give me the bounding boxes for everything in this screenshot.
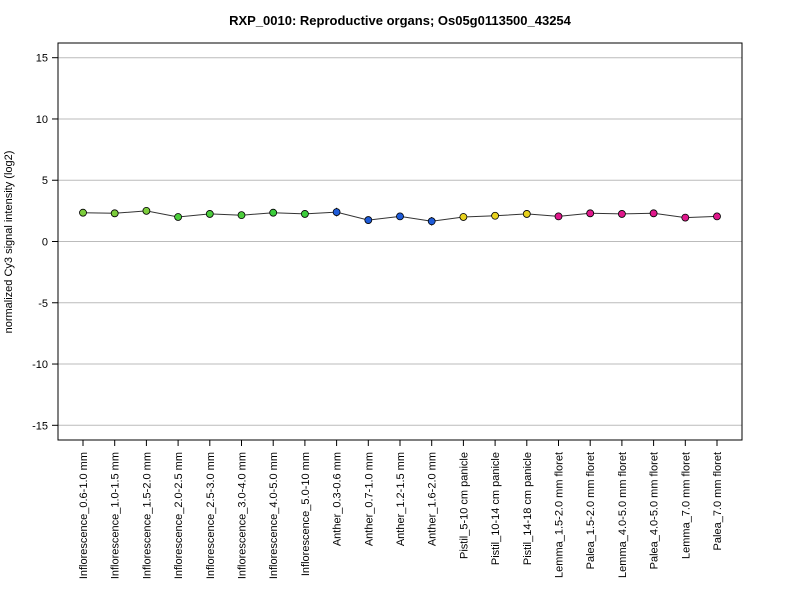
data-point — [459, 213, 468, 221]
x-tick-label: Anther_1.6-2.0 mm — [427, 452, 439, 546]
data-point — [618, 210, 626, 218]
x-tick-label: Inflorescence_1.5-2.0 mm — [141, 452, 153, 579]
x-tick-label: Pistil_14-18 cm panicle — [522, 452, 534, 565]
x-tick-label: Pistil_10-14 cm panicle — [490, 452, 502, 565]
x-tick-label: Inflorescence_1.0-1.5 mm — [110, 452, 122, 579]
y-tick-label: 5 — [42, 175, 48, 187]
y-tick-label: -15 — [32, 420, 48, 432]
x-tick-label: Inflorescence_2.5-3.0 mm — [205, 452, 217, 579]
y-axis-label: normalized Cy3 signal intensity (log2) — [3, 151, 15, 334]
data-points — [79, 206, 721, 226]
data-point — [713, 212, 721, 221]
x-tick-label: Inflorescence_2.0-2.5 mm — [173, 452, 185, 579]
data-point — [300, 210, 309, 218]
data-point — [79, 208, 87, 217]
y-axis: -15 -10 -5 0 5 10 15 — [32, 53, 58, 432]
data-point — [269, 208, 278, 217]
data-point — [649, 209, 658, 218]
x-tick-label: Lemma_7.0 mm floret — [680, 452, 692, 559]
grid-lines — [58, 57, 742, 426]
data-point — [332, 208, 341, 216]
data-point — [427, 217, 436, 226]
x-axis: Inflorescence_0.6-1.0 mm Inflorescence_1.… — [78, 440, 724, 579]
data-point — [237, 211, 246, 220]
data-point — [522, 210, 531, 218]
x-tick-label: Lemma_1.5-2.0 mm floret — [554, 452, 566, 578]
x-tick-label: Lemma_4.0-5.0 mm floret — [617, 452, 629, 578]
y-tick-label: -5 — [38, 298, 48, 310]
x-tick-label: Palea_4.0-5.0 mm floret — [649, 452, 661, 569]
data-point — [554, 212, 563, 221]
x-tick-label: Anther_0.3-0.6 mm — [332, 452, 344, 546]
data-point — [491, 211, 500, 220]
x-tick-label: Palea_1.5-2.0 mm floret — [585, 452, 597, 569]
y-tick-label: 15 — [36, 53, 48, 65]
data-point — [174, 213, 183, 221]
data-point — [681, 213, 690, 222]
data-point — [586, 209, 595, 218]
data-point — [205, 210, 214, 218]
data-point — [364, 216, 373, 224]
x-tick-label: Inflorescence_5.0-10 mm — [300, 452, 312, 576]
plot-frame — [57, 42, 743, 441]
chart-title: RXP_0010: Reproductive organs; Os05g0113… — [229, 13, 572, 28]
data-point — [396, 212, 404, 221]
x-tick-label: Anther_0.7-1.0 mm — [363, 452, 375, 546]
x-tick-label: Inflorescence_3.0-4.0 mm — [237, 452, 249, 579]
x-tick-label: Pistil_5-10 cm panicle — [458, 452, 470, 559]
x-tick-label: Inflorescence_0.6-1.0 mm — [78, 452, 90, 579]
y-tick-label: 0 — [42, 237, 48, 249]
x-tick-label: Palea_7.0 mm floret — [712, 452, 724, 550]
data-point — [142, 206, 151, 215]
y-tick-label: -10 — [32, 359, 48, 371]
data-point — [110, 209, 119, 218]
x-tick-label: Inflorescence_4.0-5.0 mm — [268, 452, 280, 579]
x-tick-label: Anther_1.2-1.5 mm — [395, 452, 407, 546]
y-tick-label: 10 — [36, 114, 48, 126]
